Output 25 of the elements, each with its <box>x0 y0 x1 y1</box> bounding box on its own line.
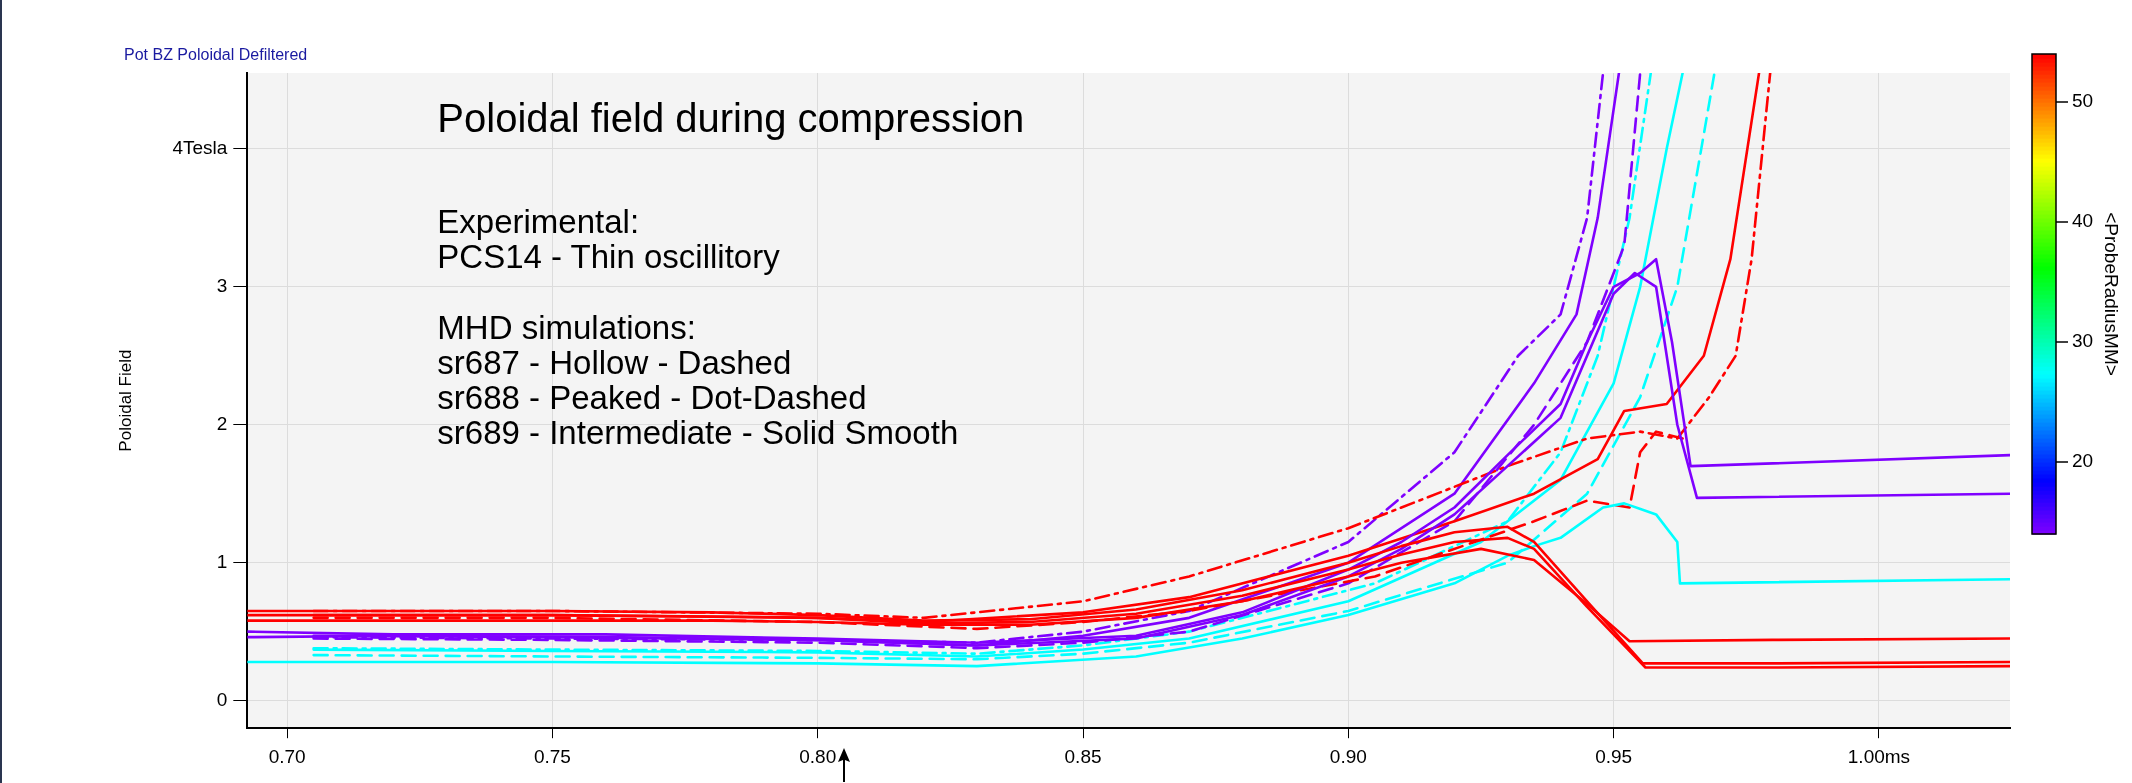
x-tick-label: 1.00ms <box>1847 745 1911 767</box>
y-tick-label: 4Tesla <box>172 137 228 159</box>
y-tick-label: 2 <box>216 412 228 434</box>
x-tick-label: 0.85 <box>1064 745 1102 767</box>
chart-title: Pot BZ Poloidal Defiltered <box>124 46 308 63</box>
x-tick-label: 0.90 <box>1329 745 1367 767</box>
annotation: MHD simulations: <box>437 308 696 346</box>
annotation: sr689 - Intermediate - Solid Smooth <box>437 414 959 452</box>
y-tick-label: 3 <box>216 275 228 297</box>
y-axis-title: Poloidal Field <box>115 349 135 452</box>
x-tick-label: 0.80 <box>799 745 837 767</box>
y-tick-label: 0 <box>216 688 228 710</box>
color-bar-label: 20 <box>2072 450 2094 472</box>
color-bar-title: <ProbeRadiusMM> <box>2100 212 2122 376</box>
annotation: sr688 - Peaked - Dot-Dashed <box>437 379 867 416</box>
annotation: sr687 - Hollow - Dashed <box>437 343 792 381</box>
color-bar-label: 30 <box>2072 330 2094 352</box>
x-tick-label: 0.75 <box>533 745 571 767</box>
y-tick-label: 1 <box>216 550 228 572</box>
x-tick-label: 0.70 <box>268 745 306 767</box>
annotation: Experimental: <box>437 203 640 240</box>
text: Poloidal field during compression <box>437 96 1025 140</box>
color-bar-label: 40 <box>2072 210 2094 232</box>
x-tick-label: 0.95 <box>1595 745 1633 767</box>
color-bar-label: 50 <box>2072 90 2094 112</box>
